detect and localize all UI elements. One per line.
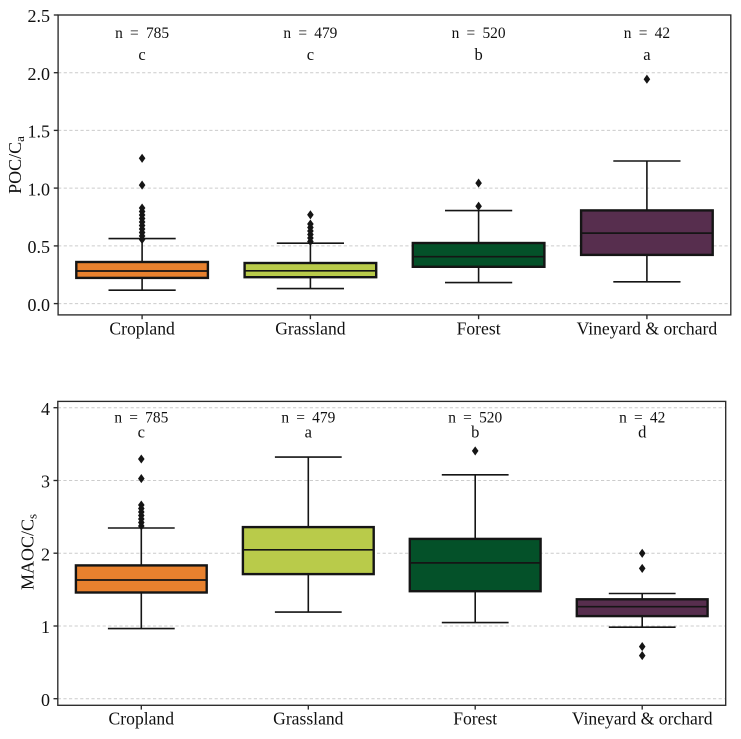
svg-text:n = 479: n = 479 xyxy=(283,25,337,42)
svg-text:1: 1 xyxy=(41,617,50,637)
svg-text:Forest: Forest xyxy=(453,709,497,729)
svg-text:2.5: 2.5 xyxy=(28,6,51,26)
svg-text:POC/Ca: POC/Ca xyxy=(5,136,27,194)
svg-text:b: b xyxy=(471,423,479,442)
svg-text:c: c xyxy=(138,423,145,442)
svg-text:Cropland: Cropland xyxy=(109,319,175,339)
svg-text:n = 42: n = 42 xyxy=(619,410,665,427)
svg-text:d: d xyxy=(638,423,647,442)
svg-text:Vineyard & orchard: Vineyard & orchard xyxy=(577,319,718,339)
svg-text:1.0: 1.0 xyxy=(28,179,51,199)
svg-text:n = 520: n = 520 xyxy=(448,410,502,427)
svg-text:Forest: Forest xyxy=(457,319,501,339)
svg-text:0: 0 xyxy=(41,690,50,710)
svg-text:Grassland: Grassland xyxy=(275,319,346,339)
svg-text:n = 785: n = 785 xyxy=(114,410,168,427)
svg-text:n = 479: n = 479 xyxy=(281,410,335,427)
svg-text:MAOC/Cs: MAOC/Cs xyxy=(18,514,40,590)
svg-text:a: a xyxy=(643,45,651,64)
svg-text:0.0: 0.0 xyxy=(28,295,51,315)
svg-text:Cropland: Cropland xyxy=(109,709,175,729)
svg-text:3: 3 xyxy=(41,472,50,492)
svg-text:a: a xyxy=(305,423,313,442)
svg-text:b: b xyxy=(474,45,482,64)
svg-text:c: c xyxy=(307,45,314,64)
svg-text:4: 4 xyxy=(41,399,50,419)
svg-text:n = 785: n = 785 xyxy=(115,25,169,42)
svg-text:n = 42: n = 42 xyxy=(624,25,670,42)
svg-text:2: 2 xyxy=(41,544,50,564)
svg-text:c: c xyxy=(138,45,145,64)
svg-text:Grassland: Grassland xyxy=(273,709,344,729)
svg-text:n = 520: n = 520 xyxy=(452,25,506,42)
svg-text:Vineyard & orchard: Vineyard & orchard xyxy=(572,709,713,729)
svg-text:1.5: 1.5 xyxy=(28,122,51,142)
svg-text:0.5: 0.5 xyxy=(28,237,51,257)
svg-text:2.0: 2.0 xyxy=(28,64,51,84)
